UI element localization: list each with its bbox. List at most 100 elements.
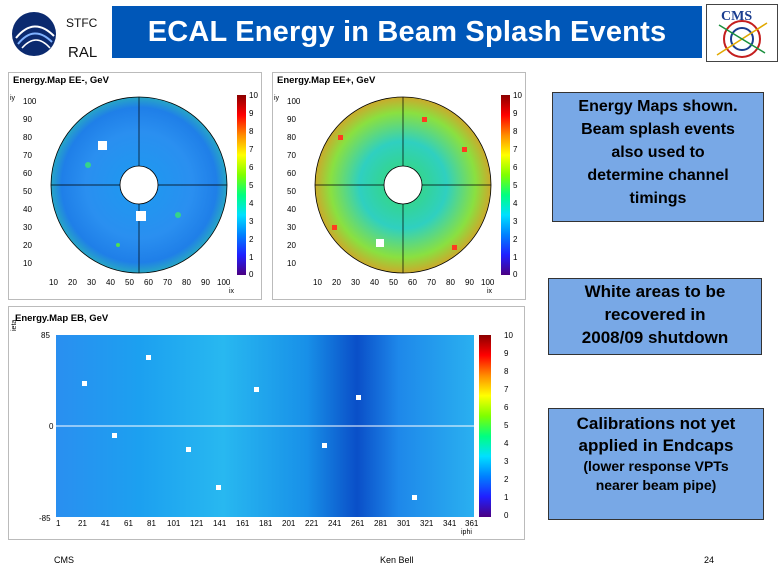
ee-minus-ytick: 40	[23, 205, 32, 214]
ee-minus-xtick: 10	[49, 278, 58, 287]
ee-plus-xtick: 10	[313, 278, 322, 287]
eb-colorbar	[479, 335, 491, 517]
ee-minus-xlabel: ix	[229, 288, 235, 295]
ee-plus-xtick: 100	[481, 278, 495, 287]
ee-plus-ztick: 10	[513, 91, 522, 100]
ee-plus-xtick: 30	[351, 278, 360, 287]
eb-xtick: 361	[465, 519, 479, 528]
callout-white-areas: White areas to be recovered in 2008/09 s…	[548, 278, 762, 355]
ee-minus-xtick: 40	[106, 278, 115, 287]
page-number: 24	[704, 555, 715, 565]
eb-xtick: 261	[351, 519, 365, 528]
eb-title: Energy.Map EB, GeV	[15, 313, 109, 324]
ee-minus-ytick: 60	[23, 169, 32, 178]
eb-xtick: 301	[397, 519, 411, 528]
stfc-swirl-icon	[12, 12, 56, 56]
ee-minus-ytick: 10	[23, 259, 32, 268]
eb-xtick: 181	[259, 519, 273, 528]
ee-minus-ztick: 5	[249, 181, 254, 190]
eb-xtick: 161	[236, 519, 250, 528]
eb-xtick: 1	[56, 519, 61, 528]
eb-ztick: 4	[504, 439, 509, 448]
ee-minus-xtick: 60	[144, 278, 153, 287]
callout-line: applied in Endcaps	[578, 436, 734, 455]
ee-plus-ytick: 100	[287, 97, 301, 106]
eb-xtick: 41	[101, 519, 110, 528]
eb-ztick: 8	[504, 367, 509, 376]
eb-ytick: 85	[41, 331, 50, 340]
ee-plus-ytick: 80	[287, 133, 296, 142]
ee-minus-ytick: 30	[23, 223, 32, 232]
eb-xtick: 61	[124, 519, 133, 528]
eb-ztick: 2	[504, 475, 509, 484]
eb-ytick: -85	[39, 514, 51, 523]
ee-plus-ztick: 3	[513, 217, 518, 226]
eb-panel: Energy.Map EB, GeV ieta iphi 85 0 -85	[8, 306, 525, 540]
ee-minus-xtick: 100	[217, 278, 231, 287]
ee-minus-ytick: 80	[23, 133, 32, 142]
ee-minus-ztick: 8	[249, 127, 254, 136]
eb-xlabel: iphi	[461, 529, 472, 536]
ee-plus-xtick: 70	[427, 278, 436, 287]
callout-line: Energy Maps shown.	[578, 98, 738, 115]
ee-plus-ytick: 90	[287, 115, 296, 124]
ee-minus-xtick: 50	[125, 278, 134, 287]
callout-calibrations: Calibrations not yet applied in Endcaps …	[548, 408, 764, 520]
ee-minus-xtick: 30	[87, 278, 96, 287]
ee-minus-ztick: 6	[249, 163, 254, 172]
callout-line: Calibrations not yet	[576, 414, 736, 433]
eb-xtick: 121	[190, 519, 204, 528]
callout-line: 2008/09 shutdown	[581, 328, 729, 347]
ee-minus-title: Energy.Map EE-, GeV	[13, 75, 109, 86]
cms-logo-text: CMS	[721, 9, 753, 24]
ee-plus-ztick: 2	[513, 235, 518, 244]
ee-plus-ztick: 8	[513, 127, 518, 136]
ee-minus-ztick: 2	[249, 235, 254, 244]
callout-line: (lower response VPTs	[583, 458, 729, 474]
ee-minus-ztick: 3	[249, 217, 254, 226]
eb-ztick: 7	[504, 385, 509, 394]
callout-line: recovered in	[604, 305, 706, 324]
ee-minus-xtick: 80	[182, 278, 191, 287]
ee-plus-colorbar	[501, 95, 510, 275]
eb-ytick: 0	[49, 422, 54, 431]
ee-plus-ztick: 0	[513, 270, 518, 279]
slide-title: ECAL Energy in Beam Splash Events	[112, 6, 702, 58]
ee-minus-ztick: 7	[249, 145, 254, 154]
callout-line: determine channel	[587, 167, 729, 184]
callout-line: nearer beam pipe)	[595, 477, 717, 493]
cms-detector-icon	[716, 20, 768, 58]
callout-energy-maps: Energy Maps shown. Beam splash events al…	[552, 92, 764, 222]
ee-minus-xtick: 70	[163, 278, 172, 287]
ee-minus-colorbar	[237, 95, 246, 275]
footer-left: CMS	[54, 555, 74, 565]
ee-plus-ytick: 40	[287, 205, 296, 214]
ee-plus-ylabel: iy	[274, 95, 280, 102]
ee-minus-xtick: 20	[68, 278, 77, 287]
ee-plus-xtick: 20	[332, 278, 341, 287]
logo-stfc-text: STFC	[66, 16, 98, 30]
logo-ral-text: RAL	[68, 44, 98, 61]
ee-minus-ztick: 9	[249, 109, 254, 118]
eb-ztick: 9	[504, 349, 509, 358]
ee-plus-ztick: 7	[513, 145, 518, 154]
eb-ztick: 5	[504, 421, 509, 430]
ee-minus-panel: Energy.Map EE-, GeV iy ix 100 90 80 70 6…	[8, 72, 262, 300]
ee-minus-ylabel: iy	[10, 95, 16, 102]
eb-xtick: 341	[443, 519, 457, 528]
eb-xtick: 21	[78, 519, 87, 528]
ee-plus-ztick: 4	[513, 199, 518, 208]
eb-ztick: 1	[504, 493, 509, 502]
eb-xtick: 101	[167, 519, 181, 528]
eb-ztick: 6	[504, 403, 509, 412]
ee-minus-ytick: 100	[23, 97, 37, 106]
ee-plus-xtick: 80	[446, 278, 455, 287]
cms-logo: CMS	[706, 4, 778, 62]
ee-minus-ytick: 20	[23, 241, 32, 250]
ee-plus-ytick: 70	[287, 151, 296, 160]
eb-ztick: 0	[504, 511, 509, 520]
ee-minus-ztick: 0	[249, 270, 254, 279]
ee-plus-xlabel: ix	[487, 288, 493, 295]
callout-line: timings	[629, 190, 687, 207]
eb-ztick: 10	[504, 331, 513, 340]
